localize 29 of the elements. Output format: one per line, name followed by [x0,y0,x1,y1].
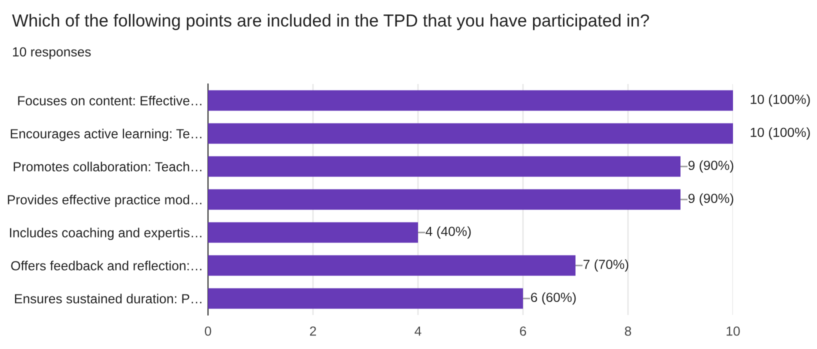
data-label: 10 (100%) [750,94,810,107]
x-tick-label: 8 [624,326,632,336]
bar [208,288,523,309]
data-label: 6 (60%) [531,292,576,305]
text: 10 responses [13,47,91,60]
x-tick-label: 6 [520,326,526,336]
bar [208,255,576,276]
bar [208,123,733,144]
y-tick-label: Ensures sustained duration: P… [15,294,202,304]
x-tick-label: 10 [726,326,740,336]
bar [208,222,418,243]
y-tick-label: Encourages active learning: Te… [10,128,202,142]
data-label: 10 (100%) [750,127,810,140]
x-tick-label: 0 [204,326,212,336]
y-tick-label: Focuses on content: Effective… [18,96,202,106]
bar [208,189,680,210]
x-tick-label: 4 [414,326,422,336]
data-label: 4 (40%) [426,226,471,239]
data-label: 9 (90%) [688,160,734,173]
y-tick-label: Offers feedback and reflection:… [11,260,202,270]
y-tick-label: Includes coaching and expertis… [10,228,202,240]
data-label: 7 (70%) [584,259,628,272]
bar [208,156,680,177]
y-tick-label: Promotes collaboration: Teach… [14,162,202,172]
data-label: 9 (90%) [688,193,734,206]
y-tick-label: Provides effective practice mod… [8,194,202,208]
x-tick-label: 2 [310,326,316,336]
chart-title: Which of the following points are included in the TPD that you have participated in? [12,14,649,30]
bar [208,90,733,111]
